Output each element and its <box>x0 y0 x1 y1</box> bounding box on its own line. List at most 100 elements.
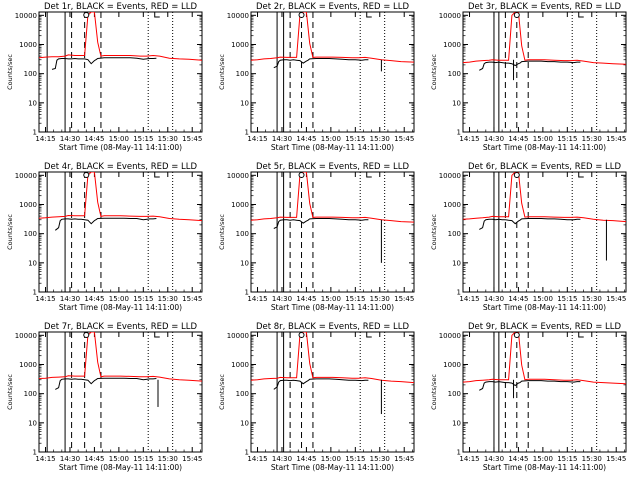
x-tick-label: 15:45 <box>182 455 202 463</box>
events-series-line <box>273 58 369 69</box>
circle-marker <box>298 172 305 178</box>
lld-series-line <box>463 332 626 385</box>
y-axis-label: Counts/sec <box>6 214 14 250</box>
panel-title: Det 6r, BLACK = Events, RED = LLD <box>468 162 622 172</box>
bracket-marker <box>578 172 584 178</box>
x-tick-label: 15:15 <box>345 295 365 303</box>
x-axis-label: Start Time (08-May-11 14:11:00) <box>483 463 606 472</box>
y-axis-label: Counts/sec <box>6 374 14 410</box>
x-tick-label: 15:45 <box>182 135 202 143</box>
y-tick-label: 1 <box>245 289 249 297</box>
bracket-marker <box>578 12 584 18</box>
x-tick-label: 15:00 <box>533 135 553 143</box>
x-tick-label: 15:45 <box>606 295 626 303</box>
y-tick-label: 1000 <box>19 201 37 209</box>
y-tick-label: 10000 <box>15 332 37 340</box>
x-tick-label: 14:30 <box>272 295 292 303</box>
y-tick-label: 10 <box>452 419 461 427</box>
events-series-line <box>273 378 369 390</box>
x-tick-label: 14:45 <box>84 135 104 143</box>
x-tick-label: 14:30 <box>60 135 80 143</box>
x-tick-label: 14:45 <box>508 455 528 463</box>
y-tick-label: 10 <box>240 99 249 107</box>
y-tick-label: 100 <box>448 230 461 238</box>
circle-marker <box>83 12 90 18</box>
x-tick-label: 14:30 <box>484 455 504 463</box>
plot-frame <box>38 171 203 293</box>
detector-panel-1: Det 1r, BLACK = Events, RED = LLD 1 10 100 1… <box>6 2 203 152</box>
x-tick-label: 14:15 <box>247 455 267 463</box>
x-tick-label: 15:30 <box>158 455 178 463</box>
events-series-line <box>273 218 369 229</box>
y-tick-label: 1000 <box>443 201 461 209</box>
x-tick-label: 15:45 <box>394 455 414 463</box>
plot-frame <box>250 11 415 133</box>
y-tick-label: 10 <box>28 259 37 267</box>
plot-area <box>39 332 202 452</box>
x-tick-label: 15:30 <box>370 295 390 303</box>
y-tick-label: 10 <box>452 99 461 107</box>
events-series-line <box>479 218 581 230</box>
x-tick-label: 14:45 <box>84 455 104 463</box>
plot-area <box>251 332 414 452</box>
y-axis-label: Counts/sec <box>218 374 226 410</box>
y-tick-label: 1 <box>457 129 461 137</box>
y-tick-label: 1000 <box>231 361 249 369</box>
plot-area <box>251 172 414 292</box>
bracket-marker <box>578 332 584 338</box>
x-tick-label: 15:00 <box>321 295 341 303</box>
y-tick-label: 100 <box>24 390 37 398</box>
x-tick-label: 14:30 <box>60 295 80 303</box>
x-tick-label: 15:00 <box>321 455 341 463</box>
x-axis-label: Start Time (08-May-11 14:11:00) <box>271 143 394 152</box>
x-tick-label: 15:00 <box>533 295 553 303</box>
y-tick-label: 1 <box>457 289 461 297</box>
y-axis-label: Counts/sec <box>430 54 438 90</box>
x-axis-label: Start Time (08-May-11 14:11:00) <box>271 463 394 472</box>
x-tick-label: 15:15 <box>133 295 153 303</box>
x-tick-label: 15:15 <box>557 295 577 303</box>
panel-title: Det 9r, BLACK = Events, RED = LLD <box>468 322 622 332</box>
x-axis-label: Start Time (08-May-11 14:11:00) <box>483 303 606 312</box>
x-tick-label: 15:30 <box>582 295 602 303</box>
x-tick-label: 14:30 <box>60 455 80 463</box>
y-tick-label: 10 <box>28 419 37 427</box>
lld-series-line <box>39 332 202 382</box>
y-tick-label: 100 <box>24 230 37 238</box>
y-tick-label: 1000 <box>19 361 37 369</box>
x-tick-label: 15:45 <box>606 455 626 463</box>
events-series-line <box>479 60 581 71</box>
panel-title: Det 5r, BLACK = Events, RED = LLD <box>256 162 410 172</box>
y-tick-label: 1 <box>245 449 249 457</box>
plot-frame <box>462 11 627 133</box>
y-tick-label: 10 <box>452 259 461 267</box>
circle-marker <box>513 12 520 18</box>
x-tick-label: 15:00 <box>109 295 129 303</box>
x-tick-label: 15:00 <box>321 135 341 143</box>
y-tick-label: 10000 <box>439 172 461 180</box>
plot-frame <box>462 171 627 293</box>
lld-series-line <box>251 12 414 63</box>
bracket-marker <box>366 332 372 338</box>
x-tick-label: 14:15 <box>459 135 479 143</box>
x-tick-label: 15:15 <box>345 135 365 143</box>
x-tick-label: 14:15 <box>247 135 267 143</box>
x-tick-label: 14:30 <box>484 295 504 303</box>
plot-frame <box>250 331 415 453</box>
x-tick-label: 14:15 <box>35 295 55 303</box>
x-tick-label: 15:45 <box>182 295 202 303</box>
y-tick-label: 1000 <box>443 361 461 369</box>
panel-title: Det 8r, BLACK = Events, RED = LLD <box>256 322 410 332</box>
y-tick-label: 10000 <box>227 332 249 340</box>
lld-series-line <box>251 172 414 223</box>
x-tick-label: 15:15 <box>133 455 153 463</box>
x-axis-label: Start Time (08-May-11 14:11:00) <box>59 303 182 312</box>
circle-marker <box>298 12 305 18</box>
panel-title: Det 2r, BLACK = Events, RED = LLD <box>256 2 410 12</box>
y-tick-label: 1 <box>33 129 37 137</box>
y-tick-label: 10000 <box>15 172 37 180</box>
x-tick-label: 14:45 <box>296 135 316 143</box>
plot-frame <box>250 171 415 293</box>
bracket-marker <box>154 172 160 178</box>
